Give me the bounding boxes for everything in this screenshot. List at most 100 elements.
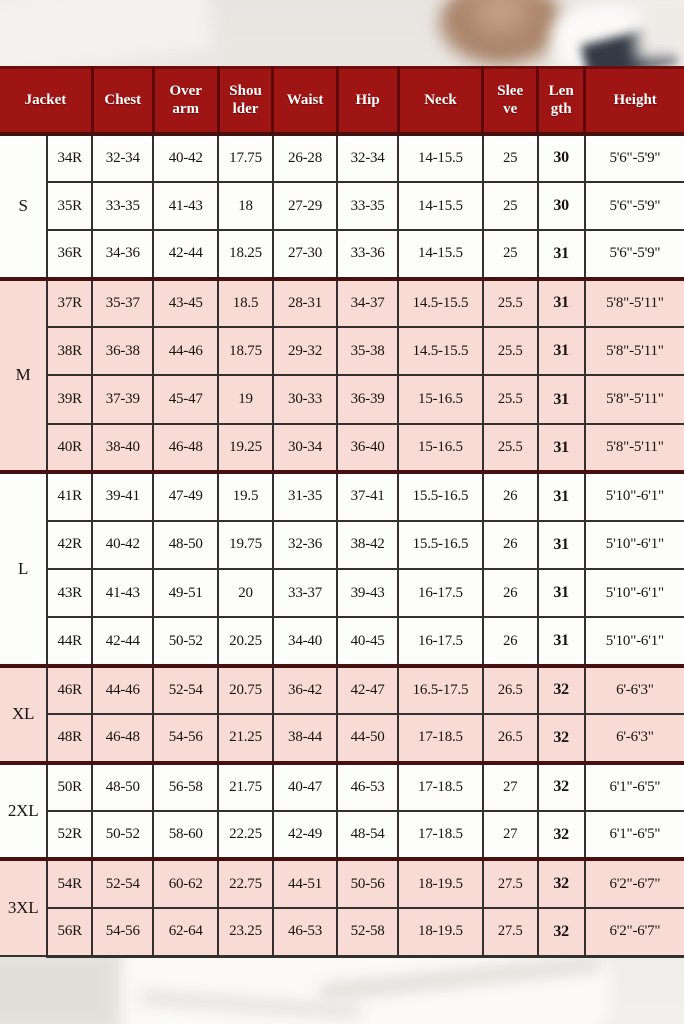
value-cell: 42-44: [152, 229, 220, 280]
value-cell: 17-18.5: [397, 809, 484, 861]
value-cell: 44-50: [336, 713, 400, 764]
jacket-size-cell: 50R: [46, 760, 94, 812]
table-row-36R: 36R 34-36 42-44 18.25 27-30 33-36 14-15.5 25 31 5…: [0, 229, 684, 280]
value-cell: 6'2"-6'7": [583, 857, 684, 909]
value-cell: 5'8"-5'11": [583, 422, 684, 474]
value-cell: 32-36: [271, 519, 339, 571]
value-cell: 32: [536, 857, 586, 909]
value-cell: 50-52: [91, 809, 155, 861]
column-header-over-arm: Over arm: [151, 66, 220, 136]
value-cell: 32: [536, 713, 586, 764]
value-cell: 42-47: [336, 663, 400, 716]
value-cell: 40-42: [152, 131, 220, 183]
size-group-cell-s: S: [0, 131, 49, 280]
value-cell: 31: [536, 616, 586, 667]
value-cell: 34-40: [271, 616, 339, 667]
value-cell: 31: [536, 276, 586, 329]
value-cell: 17.75: [217, 131, 274, 183]
value-cell: 37-41: [336, 470, 400, 522]
value-cell: 18-19.5: [397, 857, 484, 909]
column-header-slee-ve: Slee ve: [481, 66, 540, 136]
column-header-waist: Waist: [271, 66, 339, 136]
value-cell: 38-44: [271, 713, 339, 764]
value-cell: 25: [481, 229, 539, 280]
value-cell: 32: [536, 906, 586, 958]
value-cell: 34-36: [91, 229, 155, 280]
value-cell: 22.25: [217, 809, 274, 861]
value-cell: 38-40: [91, 422, 155, 474]
jacket-size-cell: 38R: [47, 326, 94, 377]
table-row-54R: 3XL 54R 52-54 60-62 22.75 44-51 50-56 18-19.5 27…: [0, 857, 684, 958]
value-cell: 27: [481, 809, 539, 861]
table-row-38R: 38R 36-38 44-46 18.75 29-32 35-38 14.5-15.5 25.…: [0, 326, 684, 377]
value-cell: 6'1"-6'5": [583, 760, 684, 812]
size-group-cell-2xl: 2XL: [0, 760, 49, 861]
value-cell: 32: [536, 760, 586, 812]
jacket-size-cell: 40R: [47, 422, 94, 474]
value-cell: 60-62: [152, 857, 220, 909]
value-cell: 15.5-16.5: [397, 519, 484, 571]
value-cell: 52-54: [152, 663, 220, 716]
value-cell: 48-54: [336, 809, 400, 861]
value-cell: 26-28: [271, 131, 339, 183]
value-cell: 33-35: [91, 180, 155, 232]
value-cell: 50-52: [152, 616, 220, 667]
table-row-35R: 35R 33-35 41-43 18 27-29 33-35 14-15.5 25 30 5'6"…: [0, 180, 684, 232]
header-row: Jacket Chest Over arm Shou lder Waist Hip Neck…: [0, 66, 684, 136]
value-cell: 27-30: [271, 229, 339, 280]
value-cell: 5'6"-5'9": [583, 229, 684, 280]
value-cell: 39-41: [91, 470, 155, 522]
table-row-37R: M 37R 35-37 43-45 18.5 28-31 34-37 14.5-15.5 25.…: [0, 276, 684, 474]
value-cell: 40-47: [271, 760, 339, 812]
size-group-cell-m: M: [0, 276, 49, 474]
value-cell: 19.25: [217, 422, 274, 474]
jacket-size-cell: 36R: [47, 229, 94, 280]
value-cell: 5'8"-5'11": [583, 326, 684, 377]
value-cell: 6'-6'3": [583, 713, 684, 764]
size-group-cell-xl: XL: [0, 663, 49, 764]
value-cell: 5'8"-5'11": [583, 276, 684, 329]
value-cell: 62-64: [152, 906, 220, 958]
size-table: Jacket Chest Over arm Shou lder Waist Hip Neck…: [0, 66, 684, 958]
value-cell: 46-53: [336, 760, 400, 812]
value-cell: 27-29: [271, 180, 339, 232]
value-cell: 47-49: [152, 470, 220, 522]
table-row-56R: 56R 54-56 62-64 23.25 46-53 52-58 18-19.5 27.5 3…: [0, 906, 684, 958]
jacket-size-cell: 43R: [47, 568, 94, 619]
value-cell: 25: [481, 180, 539, 232]
jacket-size-cell: 39R: [47, 374, 94, 425]
photo-beard: [438, 0, 564, 66]
column-header-shou-lder: Shou lder: [216, 66, 275, 136]
value-cell: 49-51: [152, 568, 220, 619]
value-cell: 20: [217, 568, 274, 619]
value-cell: 14-15.5: [397, 229, 484, 280]
jacket-size-cell: 48R: [47, 713, 94, 764]
table-row-52R: 52R 50-52 58-60 22.25 42-49 48-54 17-18.5 27 32 6…: [0, 809, 684, 861]
value-cell: 26.5: [481, 713, 539, 764]
jacket-size-cell: 42R: [47, 519, 94, 571]
value-cell: 22.75: [217, 857, 274, 909]
value-cell: 25.5: [481, 374, 539, 425]
column-header-hip: Hip: [335, 66, 400, 136]
size-group-cell-l: L: [0, 470, 49, 667]
value-cell: 41-43: [91, 568, 155, 619]
value-cell: 31: [536, 519, 586, 571]
value-cell: 30-33: [271, 374, 339, 425]
value-cell: 16-17.5: [397, 616, 484, 667]
value-cell: 35-37: [91, 276, 155, 329]
value-cell: 14.5-15.5: [397, 276, 484, 329]
table-row-40R: 40R 38-40 46-48 19.25 30-34 36-40 15-16.5 25.5 3…: [0, 422, 684, 474]
value-cell: 38-42: [336, 519, 400, 571]
value-cell: 42-49: [271, 809, 339, 861]
value-cell: 14.5-15.5: [397, 326, 484, 377]
value-cell: 46-48: [152, 422, 220, 474]
value-cell: 54-56: [91, 906, 155, 958]
value-cell: 43-45: [152, 276, 220, 329]
value-cell: 26: [481, 616, 539, 667]
size-group-cell-3xl: 3XL: [0, 857, 49, 958]
value-cell: 25: [481, 131, 539, 183]
column-header-chest: Chest: [90, 66, 155, 136]
value-cell: 15-16.5: [397, 374, 484, 425]
column-header-jacket: Jacket: [0, 66, 94, 136]
